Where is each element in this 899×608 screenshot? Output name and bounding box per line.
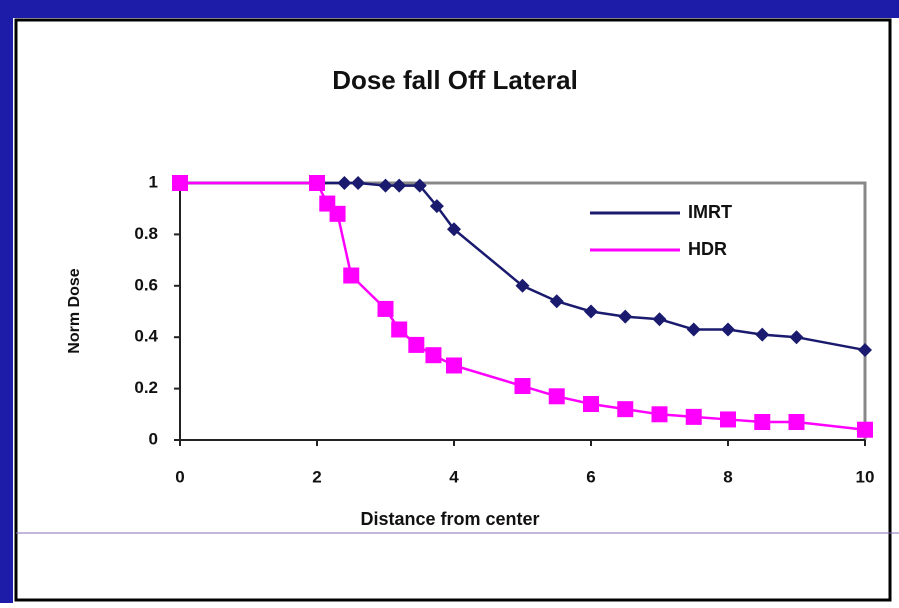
data-point bbox=[391, 321, 408, 338]
data-point bbox=[377, 300, 394, 317]
data-point bbox=[721, 322, 735, 337]
y-axis-label: Norm Dose bbox=[66, 268, 83, 353]
data-point bbox=[788, 414, 805, 431]
data-point bbox=[329, 205, 346, 222]
legend-label: IMRT bbox=[688, 202, 732, 222]
data-point bbox=[686, 322, 701, 337]
y-tick-label: 0.8 bbox=[134, 224, 158, 243]
data-point bbox=[425, 347, 442, 364]
data-point bbox=[652, 312, 667, 327]
data-point bbox=[172, 175, 188, 191]
data-point bbox=[651, 406, 668, 423]
data-point bbox=[584, 304, 598, 319]
chart-frame bbox=[14, 18, 892, 602]
data-point bbox=[515, 278, 530, 293]
data-point bbox=[685, 408, 702, 425]
y-tick-label: 0 bbox=[149, 429, 158, 448]
chart-title: Dose fall Off Lateral bbox=[332, 65, 578, 95]
data-point bbox=[408, 336, 425, 353]
data-point bbox=[309, 175, 325, 191]
y-tick-label: 0.6 bbox=[134, 275, 158, 294]
data-point bbox=[583, 396, 599, 413]
data-point bbox=[754, 414, 771, 431]
data-point bbox=[514, 378, 531, 395]
data-point bbox=[429, 199, 444, 214]
y-tick-label: 1 bbox=[149, 172, 158, 191]
data-point bbox=[618, 309, 633, 324]
left-band bbox=[0, 0, 13, 603]
data-point bbox=[378, 178, 393, 193]
top-band bbox=[0, 0, 899, 18]
x-tick-label: 10 bbox=[856, 467, 875, 486]
x-tick-label: 8 bbox=[723, 467, 732, 486]
y-tick-label: 0.4 bbox=[134, 327, 158, 346]
data-point bbox=[548, 388, 565, 405]
data-point bbox=[447, 222, 461, 237]
x-tick-label: 2 bbox=[312, 467, 321, 486]
data-point bbox=[617, 401, 634, 418]
data-point bbox=[755, 327, 770, 342]
x-tick-label: 6 bbox=[586, 467, 595, 486]
data-point bbox=[343, 267, 360, 284]
data-point bbox=[857, 421, 873, 438]
data-point bbox=[549, 294, 564, 309]
x-tick-label: 4 bbox=[449, 467, 459, 486]
data-point bbox=[720, 411, 736, 428]
data-point bbox=[789, 330, 804, 345]
x-axis-label: Distance from center bbox=[360, 509, 539, 529]
y-tick-label: 0.2 bbox=[134, 378, 158, 397]
data-point bbox=[858, 343, 872, 358]
x-tick-label: 0 bbox=[175, 467, 184, 486]
legend-label: HDR bbox=[688, 239, 727, 259]
data-point bbox=[412, 178, 427, 193]
data-point bbox=[351, 176, 366, 190]
data-point bbox=[392, 178, 407, 193]
data-point bbox=[446, 357, 462, 374]
data-point bbox=[337, 176, 352, 190]
